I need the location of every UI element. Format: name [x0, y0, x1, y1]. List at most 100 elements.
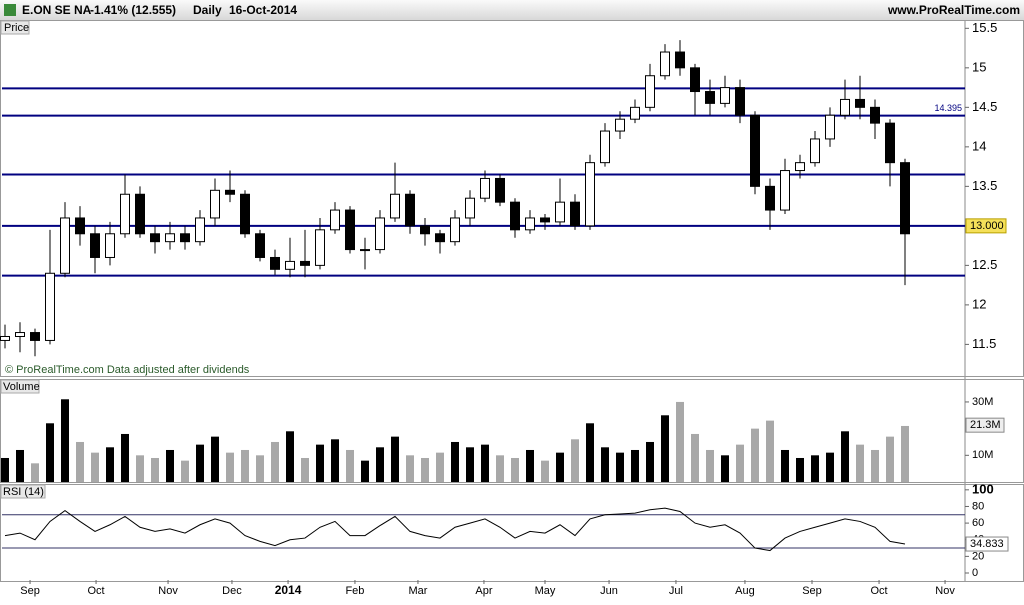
volume-bar	[151, 457, 159, 482]
candle-body	[405, 193, 415, 227]
volume-bar	[856, 444, 864, 482]
volume-bar	[271, 441, 279, 482]
candle-body	[555, 201, 565, 223]
volume-bar	[181, 460, 189, 482]
site: www.ProRealTime.com	[887, 3, 1020, 17]
volume-bar	[346, 449, 354, 482]
volume-bar	[301, 457, 309, 482]
volume-bar	[661, 415, 669, 482]
y-tick-label: 20	[972, 550, 984, 562]
candle-body	[150, 233, 160, 243]
candle-body	[840, 98, 850, 116]
candle-body	[435, 233, 445, 243]
y-tick-label: 15	[972, 59, 986, 74]
volume-bar	[886, 436, 894, 482]
x-tick-label: Oct	[87, 585, 104, 597]
y-tick-label: 13.5	[972, 178, 997, 193]
candle-body	[375, 217, 385, 251]
candle-body	[180, 233, 190, 243]
candle-body	[600, 130, 610, 164]
panel-label: RSI (14)	[3, 486, 44, 498]
period: Daily	[193, 3, 222, 17]
panel-frame	[0, 20, 1024, 377]
volume-bar	[451, 441, 459, 482]
volume-bar	[106, 447, 114, 482]
volume-bar	[241, 449, 249, 482]
y-tick-label: 12.5	[972, 257, 997, 272]
volume-bar	[706, 449, 714, 482]
volume-bar	[571, 439, 579, 482]
volume-bar	[196, 444, 204, 482]
candle-body	[255, 233, 265, 258]
candle-body	[315, 229, 325, 266]
candle-body	[870, 106, 880, 124]
volume-bar	[676, 401, 684, 482]
x-tick-label: 2014	[275, 583, 302, 597]
volume-bar	[766, 420, 774, 482]
y-tick-label: 80	[972, 500, 984, 512]
volume-bar	[16, 449, 24, 482]
candle-body	[240, 193, 250, 235]
panel-label: Price	[4, 22, 29, 34]
x-tick-label: Jul	[669, 585, 683, 597]
candle-body	[300, 260, 310, 266]
x-tick-label: Oct	[870, 585, 887, 597]
panel-label-box	[0, 379, 40, 394]
value-marker	[965, 218, 1007, 234]
volume-bar	[616, 452, 624, 482]
candle-body	[720, 87, 730, 104]
volume-bar	[826, 452, 834, 482]
volume-bar	[436, 452, 444, 482]
x-tick-label: Apr	[475, 585, 492, 597]
x-tick-label: Jun	[600, 585, 618, 597]
volume-bar	[496, 455, 504, 482]
y-tick-label: 14	[972, 138, 986, 153]
candle-body	[660, 51, 670, 77]
candle-body	[210, 189, 220, 219]
volume-bar	[136, 455, 144, 482]
volume-bar	[556, 452, 564, 482]
candle-body	[465, 197, 475, 219]
volume-bar	[586, 423, 594, 482]
candle-body	[690, 67, 700, 93]
level-label: 13.000	[970, 220, 1004, 232]
volume-bar	[391, 436, 399, 482]
volume-bar	[526, 449, 534, 482]
candle-body	[390, 193, 400, 219]
volume-bar	[421, 457, 429, 482]
volume-bar	[751, 428, 759, 482]
y-tick-label: 15.5	[972, 20, 997, 35]
candle-body	[225, 189, 235, 195]
volume-bar	[46, 423, 54, 482]
candle-body	[15, 332, 25, 337]
volume-bar	[376, 447, 384, 482]
candle-body	[60, 217, 70, 274]
volume-bar	[841, 431, 849, 482]
candle-body	[495, 177, 505, 203]
panel-label: Volume	[3, 381, 40, 393]
candle-body	[0, 335, 10, 341]
volume-bar	[601, 447, 609, 482]
volume-bar	[226, 452, 234, 482]
panel-label-box	[0, 484, 46, 499]
volume-bar	[166, 449, 174, 482]
level-label: 14.395	[934, 103, 962, 113]
change: -1.41% (12.555)	[90, 3, 176, 17]
y-tick-label: 100	[972, 481, 994, 496]
volume-bar	[121, 433, 129, 482]
y-tick-label: 0	[972, 567, 978, 579]
volume-bar	[31, 463, 39, 482]
candle-body	[630, 106, 640, 120]
candle-body	[675, 51, 685, 69]
x-tick-label: Nov	[158, 585, 178, 597]
candle-body	[420, 225, 430, 235]
y-tick-label: 60	[972, 517, 984, 529]
ticker: E.ON SE NA	[22, 3, 92, 17]
note: © ProRealTime.com Data adjusted after di…	[5, 364, 250, 376]
candle-body	[780, 170, 790, 211]
candle-body	[585, 162, 595, 227]
icon	[4, 4, 16, 16]
candle-body	[90, 233, 100, 258]
volume-bar	[481, 444, 489, 482]
top-bar	[0, 0, 1024, 20]
